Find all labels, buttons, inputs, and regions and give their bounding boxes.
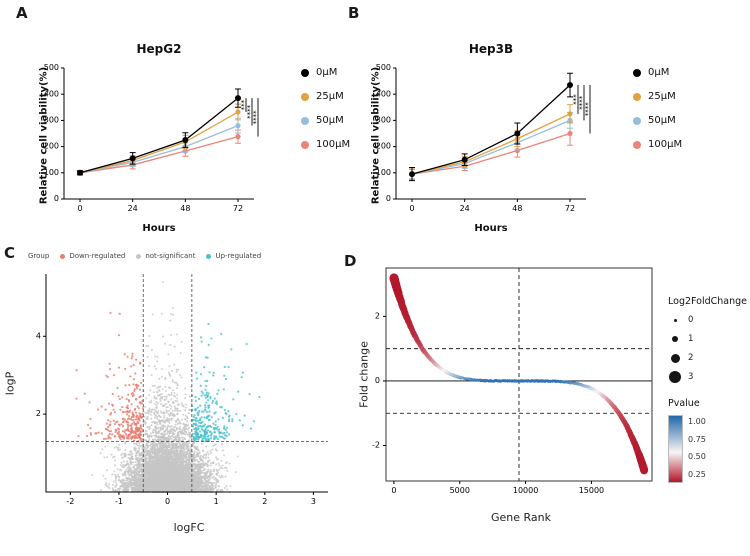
chart-b-plot [362,56,632,221]
legend-label: not-significant [145,252,196,260]
series-label: 50μM [648,115,676,126]
generank-plot [352,262,662,507]
size-dot-1 [672,336,678,342]
series-label: 50μM [316,115,344,126]
series-dot [633,93,641,101]
legend-item-50um: 50μM [633,115,682,127]
pvalue-tick: 0.25 [688,469,706,479]
panel-a-letter: A [16,4,28,22]
pvalue-tick: 0.75 [688,434,706,444]
chart-b-legend: 0μM 25μM 50μM 100μM [633,67,682,151]
series-dot [301,117,309,125]
chart-b-title: Hep3B [468,42,514,56]
series-label: 25μM [316,91,344,102]
volcano-x-axis-label: logFC [173,521,205,534]
down-regulated-dot [60,253,66,259]
series-label: 0μM [648,67,670,78]
size-legend-item: 0 [668,313,748,327]
up-regulated-dot [206,253,212,259]
series-dot [301,69,309,77]
size-dot-box [668,351,682,365]
volcano-legend-title: Group [28,252,50,260]
pvalue-tick: 1.00 [688,417,706,426]
size-legend-value: 3 [688,372,694,382]
series-label: 100μM [648,139,683,150]
size-legend-item: 1 [668,332,748,346]
panel-b-letter: B [348,4,360,22]
size-legend-item: 2 [668,351,748,365]
size-dot-0 [673,318,677,322]
size-legend-value: 1 [688,334,694,344]
legend-item-100um: 100μM [633,139,682,151]
legend-item-0um: 0μM [633,67,682,79]
legend-item-50um: 50μM [301,115,350,127]
series-dot [301,141,309,149]
volcano-y-axis-label: logP [3,371,17,396]
series-label: 100μM [316,139,351,150]
volcano-plot [20,266,340,518]
size-legend-value: 2 [688,353,694,363]
size-dot-box [668,370,682,384]
legend-item-25um: 25μM [301,91,350,103]
legend-item-up-regulated: Up-regulated [206,252,261,260]
size-legend-title: Log2FoldChange [668,296,747,307]
legend-item-down-regulated: Down-regulated [60,252,125,260]
pvalue-legend-title: Pvalue [668,398,700,409]
legend-label: Down-regulated [69,252,126,260]
legend-item-100um: 100μM [301,139,350,151]
chart-a-plot [30,56,300,221]
size-dot-2 [670,353,680,363]
pvalue-colorbar-group: 1.00 0.75 0.50 0.25 [668,415,748,483]
series-label: 0μM [316,67,338,78]
pvalue-tick: 0.50 [688,452,706,462]
legend-item-not-significant: not-significant [136,252,195,260]
generank-legends: Log2FoldChange 0 1 2 3 Pvalue 1.00 0.75 … [668,296,748,483]
series-label: 25μM [648,91,676,102]
series-dot [301,93,309,101]
generank-x-axis-label: Gene Rank [490,511,551,524]
legend-label: Up-regulated [215,252,262,260]
series-dot [633,141,641,149]
size-dot-box [668,313,682,327]
size-dot-3 [669,371,681,383]
chart-a-title: HepG2 [136,42,182,56]
legend-item-25um: 25μM [633,91,682,103]
panel-c-letter: C [4,244,16,262]
pvalue-colorbar [668,415,683,483]
size-legend-value: 0 [688,315,694,325]
series-dot [633,117,641,125]
size-legend-item: 3 [668,370,748,384]
legend-item-0um: 0μM [301,67,350,79]
not-significant-dot [136,253,142,259]
volcano-legend: Group Down-regulated not-significant Up-… [28,252,261,260]
chart-a-x-axis-label: Hours [142,223,176,234]
pvalue-colorbar-ticks: 1.00 0.75 0.50 0.25 [688,415,706,481]
chart-b-x-axis-label: Hours [474,223,508,234]
series-dot [633,69,641,77]
size-dot-box [668,332,682,346]
chart-a-legend: 0μM 25μM 50μM 100μM [301,67,350,151]
